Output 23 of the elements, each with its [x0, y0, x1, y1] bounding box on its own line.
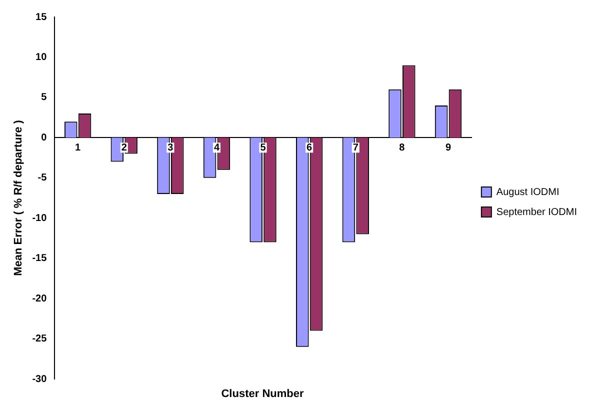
y-tick-label: -20: [32, 293, 48, 304]
y-tick-label: -10: [32, 212, 48, 224]
x-axis-title: Cluster Number: [220, 388, 305, 400]
y-tick-label: 10: [36, 52, 48, 63]
legend-label: September IODMI: [496, 206, 578, 218]
x-tick-label: 6: [306, 142, 313, 154]
y-tick-label: -25: [32, 334, 48, 345]
x-tick-label: 4: [214, 142, 220, 154]
y-tick-label: -15: [32, 253, 48, 264]
x-tick-label: 5: [260, 142, 266, 154]
y-tick-label: -30: [32, 374, 48, 385]
x-tick-label: 7: [352, 142, 359, 154]
x-tick-label: 3: [168, 142, 174, 154]
y-axis-title: Mean Error ( % R/f departure ): [12, 120, 25, 276]
x-tick-label: 9: [445, 142, 452, 154]
x-tick-label: 8: [399, 142, 406, 154]
legend-label: August IODMI: [496, 186, 560, 198]
y-tick-label: 15: [36, 12, 48, 23]
x-tick-label: 1: [75, 142, 82, 154]
y-tick-label: 0: [41, 132, 48, 144]
y-tick-label: 5: [41, 92, 48, 104]
x-tick-label: 2: [121, 142, 128, 154]
y-tick-label: -5: [38, 172, 48, 184]
